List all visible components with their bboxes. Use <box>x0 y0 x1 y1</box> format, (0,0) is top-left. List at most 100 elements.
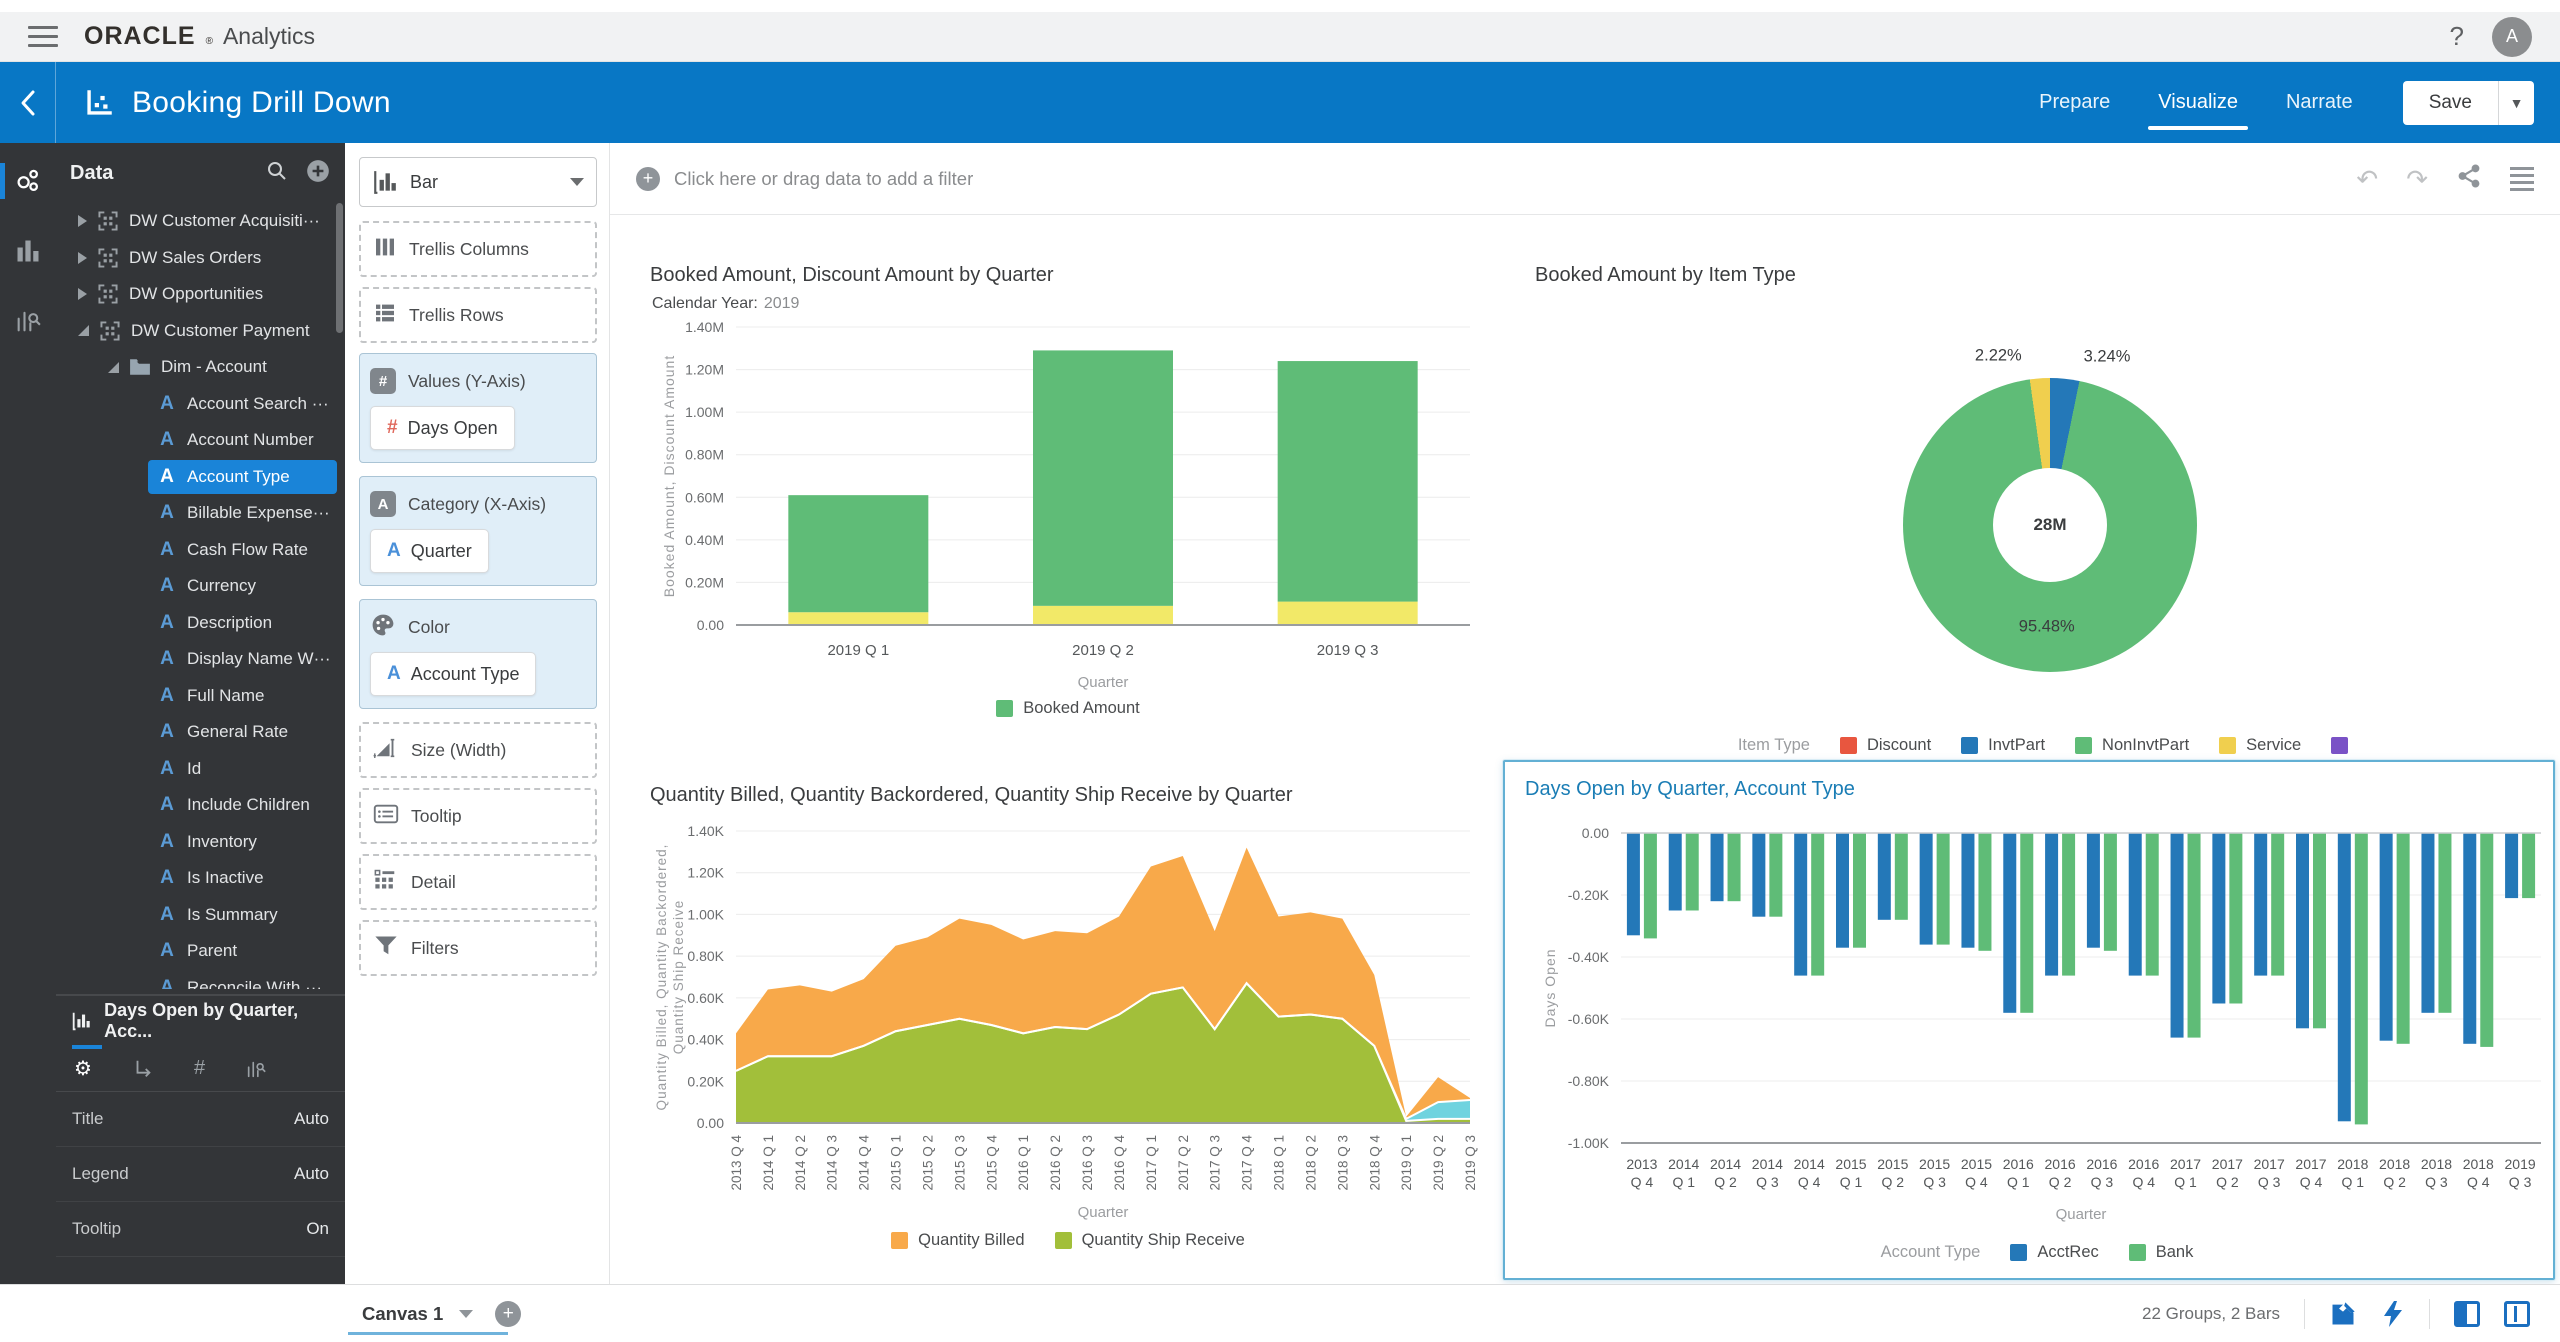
add-dataset-icon[interactable] <box>305 158 331 189</box>
drop-zone-filters[interactable]: Filters <box>359 920 597 976</box>
legend-item-quantity-billed[interactable]: Quantity Billed <box>891 1231 1025 1250</box>
attribute-icon: A <box>160 392 174 414</box>
tree-item-billable-expense[interactable]: A Billable Expense··· <box>56 495 345 532</box>
tree-item-dw-customer-payment[interactable]: DW Customer Payment <box>56 313 345 350</box>
legend-item-noninvtpart[interactable]: NonInvtPart <box>2075 736 2189 755</box>
drop-zone-color[interactable]: Color A Account Type <box>359 599 597 709</box>
tree-item-account-type[interactable]: A Account Type <box>56 459 345 496</box>
stacked-bar-chart[interactable]: 0.00 0.20M 0.40M 0.60M 0.80M 1.00M 1.20M 1.40M B… <box>650 313 1480 693</box>
legend-item-bank[interactable]: Bank <box>2128 1243 2193 1262</box>
tree-item-parent[interactable]: A Parent <box>56 933 345 970</box>
expand-icon[interactable] <box>78 251 87 264</box>
avatar[interactable]: A <box>2492 16 2532 57</box>
field-pill-quarter[interactable]: A Quarter <box>370 529 489 573</box>
tree-item-full-name[interactable]: A Full Name <box>56 678 345 715</box>
chart-card-days-open-selected[interactable]: Days Open by Quarter, Account Type 0.00 -… <box>1503 760 2555 1280</box>
field-pill-days-open[interactable]: # Days Open <box>370 406 515 450</box>
area-chart[interactable]: 0.00 0.20K 0.40K 0.60K 0.80K 1.00K 1.20K 1.40K Q… <box>650 813 1480 1225</box>
tree-item-is-inactive[interactable]: A Is Inactive <box>56 860 345 897</box>
tab-analytics-icon[interactable] <box>245 1058 267 1080</box>
field-pill-account-type[interactable]: A Account Type <box>370 652 537 696</box>
tab-visualize[interactable]: Visualize <box>2148 83 2248 130</box>
legend-item-invtpart[interactable]: InvtPart <box>1961 736 2045 755</box>
legend-item-service[interactable]: Service <box>2219 736 2301 755</box>
tab-prepare[interactable]: Prepare <box>2039 91 2111 113</box>
tree-item-dim-account[interactable]: Dim - Account <box>56 349 345 386</box>
tree-item-cash-flow-rate[interactable]: A Cash Flow Rate <box>56 532 345 569</box>
canvas-menu-icon[interactable] <box>2510 166 2534 191</box>
chart-card-quantities[interactable]: Quantity Billed, Quantity Backordered, Q… <box>630 770 1490 1270</box>
svg-text:0.20M: 0.20M <box>685 574 724 590</box>
expand-icon[interactable] <box>78 288 87 301</box>
tree-item-is-summary[interactable]: A Is Summary <box>56 897 345 934</box>
tree-item-description[interactable]: A Description <box>56 605 345 642</box>
save-button[interactable]: Save <box>2428 91 2472 113</box>
canvas-tab[interactable]: Canvas 1 <box>348 1285 508 1342</box>
property-row-title[interactable]: Title Auto <box>56 1092 345 1147</box>
tree-item-dw-opportunities[interactable]: DW Opportunities <box>56 276 345 313</box>
chart-card-item-type[interactable]: Booked Amount by Item Type 2.22% 3.24% 95.… <box>1515 250 2555 755</box>
svg-text:Booked Amount, Discount Amount: Booked Amount, Discount Amount <box>661 355 677 597</box>
chart-type-select[interactable]: Bar <box>359 157 597 207</box>
collapse-icon[interactable] <box>108 361 119 373</box>
add-filter-icon[interactable]: + <box>636 166 660 191</box>
legend-item-acctrec[interactable]: AcctRec <box>2010 1243 2099 1262</box>
grouped-bar-chart[interactable]: 0.00 -0.20K -0.40K -0.60K -0.80K -1.00K Days O… <box>1525 807 2551 1237</box>
tree-item-account-number[interactable]: A Account Number <box>56 422 345 459</box>
brush-icon[interactable] <box>2329 1300 2357 1328</box>
legend-item[interactable] <box>2331 737 2349 754</box>
tab-general-gear-icon[interactable]: ⚙ <box>72 1045 102 1080</box>
drop-zone-values-y-axis[interactable]: # Values (Y-Axis) # Days Open <box>359 353 597 463</box>
search-icon[interactable] <box>265 159 289 188</box>
tree-item-display-name-w[interactable]: A Display Name W··· <box>56 641 345 678</box>
filter-placeholder[interactable]: Click here or drag data to add a filter <box>674 167 974 189</box>
filter-bar[interactable]: + Click here or drag data to add a filte… <box>610 143 2560 215</box>
rail-data-icon[interactable] <box>0 159 56 203</box>
collapse-icon[interactable] <box>78 325 89 337</box>
measure-icon: # <box>387 417 398 438</box>
property-row-tooltip[interactable]: Tooltip On <box>56 1202 345 1257</box>
undo-icon[interactable]: ↶ <box>2356 163 2379 194</box>
drop-zone-trellis-columns[interactable]: Trellis Columns <box>359 221 597 277</box>
drop-zone-category-x-axis[interactable]: A Category (X-Axis) A Quarter <box>359 476 597 586</box>
tree-item-inventory[interactable]: A Inventory <box>56 824 345 861</box>
legend-item-quantity-ship-receive[interactable]: Quantity Ship Receive <box>1054 1231 1245 1250</box>
canvas-tab-caret-icon[interactable] <box>459 1309 474 1318</box>
canvas-tab-label[interactable]: Canvas 1 <box>362 1302 444 1324</box>
expand-icon[interactable] <box>78 215 87 228</box>
legend-item-booked-amount[interactable]: Booked Amount <box>996 699 1140 718</box>
drop-zone-tooltip[interactable]: Tooltip <box>359 788 597 844</box>
tree-item-general-rate[interactable]: A General Rate <box>56 714 345 751</box>
drop-zone-trellis-rows[interactable]: Trellis Rows <box>359 287 597 343</box>
drop-zone-detail[interactable]: Detail <box>359 854 597 910</box>
legend-item-discount[interactable]: Discount <box>1839 736 1931 755</box>
left-panel-toggle-icon[interactable] <box>2454 1300 2480 1327</box>
tree-item-dw-customer-acquisiti[interactable]: DW Customer Acquisiti··· <box>56 203 345 240</box>
sidebar-scrollbar[interactable] <box>336 203 343 333</box>
tree-item-reconcile-with[interactable]: A Reconcile With ··· <box>56 970 345 989</box>
back-button[interactable] <box>0 62 56 143</box>
hamburger-menu-icon[interactable] <box>28 26 58 47</box>
chart-card-booked-amount[interactable]: Booked Amount, Discount Amount by Quarte… <box>630 250 1490 755</box>
rail-analytics-icon[interactable] <box>0 299 56 343</box>
lightning-icon[interactable] <box>2381 1300 2405 1328</box>
svg-text:2017 Q 2: 2017 Q 2 <box>1176 1135 1191 1191</box>
tree-item-currency[interactable]: A Currency <box>56 568 345 605</box>
tree-item-id[interactable]: A Id <box>56 751 345 788</box>
add-canvas-icon[interactable]: + <box>495 1300 522 1327</box>
tree-item-include-children[interactable]: A Include Children <box>56 787 345 824</box>
share-icon[interactable] <box>2456 163 2482 194</box>
donut-chart[interactable]: 2.22% 3.24% 95.48% 28M <box>1535 293 2551 730</box>
tab-narrate[interactable]: Narrate <box>2285 91 2353 113</box>
tree-item-account-search[interactable]: A Account Search ··· <box>56 386 345 423</box>
tab-axis-icon[interactable] <box>132 1058 154 1080</box>
save-dropdown-button[interactable]: ▼ <box>2498 80 2534 125</box>
redo-icon[interactable]: ↷ <box>2406 163 2428 194</box>
tab-values-icon[interactable]: # <box>193 1057 206 1079</box>
drop-zone-size-width[interactable]: Size (Width) <box>359 722 597 778</box>
help-icon[interactable]: ? <box>2449 21 2464 51</box>
rail-visualizations-icon[interactable] <box>0 229 56 273</box>
right-panel-toggle-icon[interactable] <box>2504 1300 2530 1327</box>
property-row-legend[interactable]: Legend Auto <box>56 1147 345 1202</box>
tree-item-dw-sales-orders[interactable]: DW Sales Orders <box>56 240 345 277</box>
